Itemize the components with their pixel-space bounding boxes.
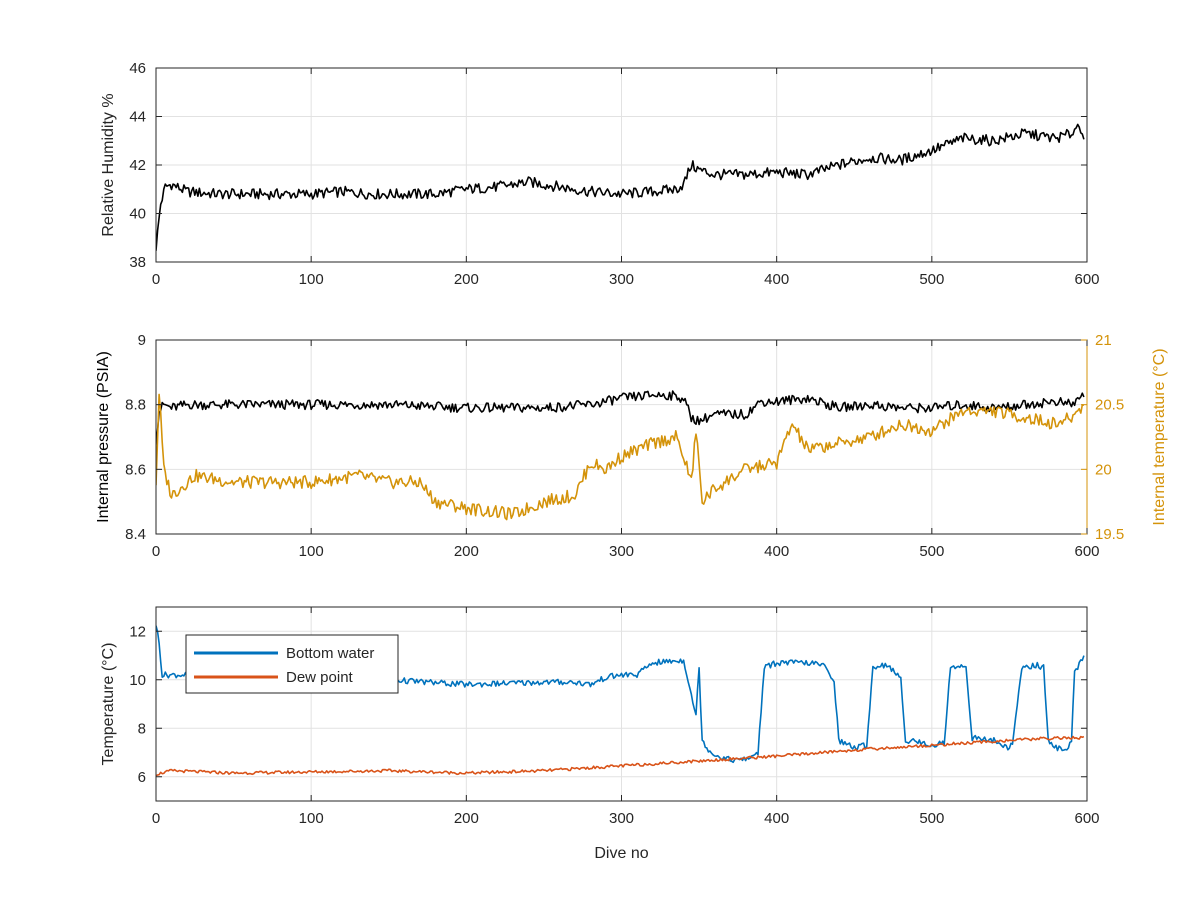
- y-tick-label: 42: [129, 157, 146, 174]
- y-tick-label: 40: [129, 206, 146, 223]
- y-tick-label: 38: [129, 254, 146, 271]
- x-tick-label: 100: [299, 271, 324, 288]
- y-tick-label: 12: [129, 623, 146, 640]
- legend-label-bottom-water: Bottom water: [286, 645, 374, 662]
- y2-tick-label: 19.5: [1095, 526, 1124, 543]
- panel-3: 0 100 200 300 400 500 600 6 8 10 12 Temperature (°C…: [100, 606, 1100, 862]
- y-tick-label: 6: [138, 769, 146, 786]
- series-line-1-1: [156, 123, 1085, 251]
- y2-axis-label: Internal temperature (°C): [1151, 348, 1168, 525]
- y-axis-label: Relative Humidity %: [100, 93, 117, 236]
- x-tick-label: 200: [454, 271, 479, 288]
- x-tick-label: 500: [919, 543, 944, 560]
- x-tick-label: 300: [609, 543, 634, 560]
- y2-tick-label: 21: [1095, 332, 1112, 349]
- x-tick-label: 0: [152, 271, 160, 288]
- series-line-2-1: [156, 390, 1085, 445]
- panel-2: 0 100 200 300 400 500 600 8.4 8.6 8.8 9 19.5 20 20.5 2…: [95, 332, 1168, 560]
- y2-tick-label: 20.5: [1095, 397, 1124, 414]
- y2-tick-label: 20: [1095, 461, 1112, 478]
- x-axis-label: Dive no: [594, 845, 648, 862]
- legend-box: [185, 634, 399, 694]
- y-tick-label: 8.8: [125, 397, 146, 414]
- x-tick-label: 100: [299, 810, 324, 827]
- y-axis-label: Temperature (°C): [100, 643, 117, 766]
- legend-label-dew-point: Dew point: [286, 669, 354, 686]
- x-tick-label: 500: [919, 271, 944, 288]
- x-tick-label: 0: [152, 810, 160, 827]
- y-tick-label: 10: [129, 672, 146, 689]
- y-tick-label: 44: [129, 109, 146, 126]
- x-tick-label: 200: [454, 543, 479, 560]
- x-tick-label: 200: [454, 810, 479, 827]
- x-tick-label: 500: [919, 810, 944, 827]
- x-tick-label: 600: [1074, 271, 1099, 288]
- y-axis-label: Internal pressure (PSIA): [95, 351, 112, 523]
- x-tick-label: 300: [609, 810, 634, 827]
- x-tick-label: 600: [1074, 810, 1099, 827]
- x-tick-label: 400: [764, 543, 789, 560]
- y-tick-label: 9: [138, 332, 146, 349]
- y-tick-label: 8.4: [125, 526, 146, 543]
- x-tick-label: 0: [152, 543, 160, 560]
- panel-1: 0 100 200 300 400 500 600 38 40 42 44 46 Relative Hu…: [100, 60, 1100, 288]
- y-tick-label: 46: [129, 60, 146, 77]
- y-tick-label: 8.6: [125, 461, 146, 478]
- series-line-dew-point: [156, 735, 1085, 777]
- x-tick-label: 600: [1074, 543, 1099, 560]
- legend: Bottom water Dew point: [185, 634, 399, 694]
- x-tick-label: 400: [764, 810, 789, 827]
- y-tick-label: 8: [138, 720, 146, 737]
- series-line-2-2: [156, 393, 1085, 521]
- x-tick-label: 100: [299, 543, 324, 560]
- x-tick-label: 400: [764, 271, 789, 288]
- x-tick-label: 300: [609, 271, 634, 288]
